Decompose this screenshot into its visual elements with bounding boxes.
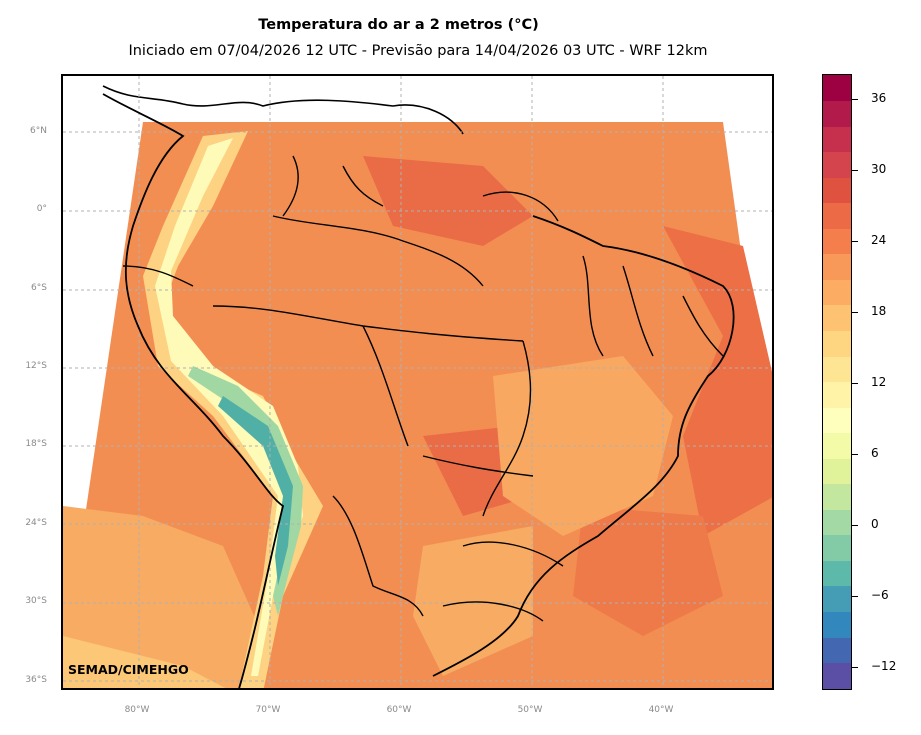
colorbar-tick-label: 24	[871, 233, 887, 247]
colorbar-segment	[823, 407, 851, 434]
colorbar-segment	[823, 432, 851, 459]
lat-label-12s: 12°S	[25, 361, 47, 371]
lat-label-30s: 30°S	[25, 596, 47, 606]
chart-title: Temperatura do ar a 2 metros (°C)	[258, 17, 539, 33]
colorbar-segment	[823, 279, 851, 306]
andes-highland	[188, 366, 303, 616]
temperature-map	[63, 76, 772, 688]
lat-label-equator: 0°	[36, 204, 47, 214]
colorbar-segment	[823, 330, 851, 357]
colorbar-segment	[823, 483, 851, 510]
colorbar-tick-label: 0	[871, 517, 879, 531]
chart-subtitle: Iniciado em 07/04/2026 12 UTC - Previsão…	[128, 43, 708, 59]
colorbar-segment	[823, 202, 851, 229]
brazil-plateau-mild	[493, 356, 673, 536]
colorbar-segment	[823, 228, 851, 255]
credit-label: SEMAD/CIMEHGO	[68, 662, 189, 677]
colorbar-tick-mark	[852, 454, 858, 455]
colorbar-segment	[823, 151, 851, 178]
lat-label-18s: 18°S	[25, 439, 47, 449]
colorbar-segment	[823, 534, 851, 561]
lon-label-80w: 80°W	[124, 705, 150, 715]
lon-label-50w: 50°W	[517, 705, 543, 715]
colorbar-tick-label: −12	[871, 659, 897, 673]
far-south-cool	[63, 636, 226, 688]
colorbar-segment	[823, 177, 851, 204]
colorbar-segment	[823, 611, 851, 638]
amazon-hot-zone	[363, 156, 533, 246]
colorbar-tick-mark	[852, 667, 858, 668]
colorbar-tick-mark	[852, 99, 858, 100]
colorbar-tick-label: 18	[871, 304, 887, 318]
colorbar-segment	[823, 355, 851, 383]
lon-label-60w: 60°W	[386, 705, 412, 715]
colorbar-tick-mark	[852, 312, 858, 313]
colorbar-tick-label: 36	[871, 91, 887, 105]
state-borders	[122, 155, 724, 622]
colorbar-segment	[823, 381, 851, 408]
colorbar-tick-mark	[852, 525, 858, 526]
northeast-hot-zone	[663, 226, 772, 536]
lat-label-6s: 6°S	[31, 283, 47, 293]
colorbar-segment	[823, 75, 851, 102]
colorbar-tick-label: −6	[871, 588, 889, 602]
colorbar-segment	[823, 560, 851, 587]
southern-ocean-mild	[63, 506, 263, 688]
andes-peak	[218, 396, 293, 586]
south-brazil-mild	[413, 526, 533, 676]
colorbar-tick-label: 6	[871, 446, 879, 460]
lon-label-40w: 40°W	[648, 705, 674, 715]
colorbar-tick-label: 30	[871, 162, 887, 176]
colorbar-segment	[823, 126, 851, 153]
colorbar-segment	[823, 100, 851, 127]
colorbar-segment	[823, 636, 851, 664]
caribbean-coast	[102, 85, 464, 135]
colorbar-tick-mark	[852, 596, 858, 597]
south-america-coastline	[102, 93, 735, 688]
lat-label-24s: 24°S	[25, 518, 47, 528]
colorbar-tick-mark	[852, 241, 858, 242]
colorbar-tick-label: 12	[871, 375, 887, 389]
lon-label-70w: 70°W	[255, 705, 281, 715]
colorbar-tick-mark	[852, 170, 858, 171]
colorbar-segment	[823, 585, 851, 612]
lat-label-6n: 6°N	[30, 126, 47, 136]
graticule	[63, 76, 772, 688]
colorbar-segment	[823, 253, 851, 280]
colorbar-tick-mark	[852, 383, 858, 384]
colorbar-segment	[823, 509, 851, 536]
colorbar-segment	[823, 662, 851, 689]
colorbar-segment	[823, 458, 851, 485]
colorbar-segment	[823, 304, 851, 332]
temperature-colorbar	[822, 74, 852, 690]
lat-label-36s: 36°S	[25, 675, 47, 685]
map-frame	[61, 74, 774, 690]
